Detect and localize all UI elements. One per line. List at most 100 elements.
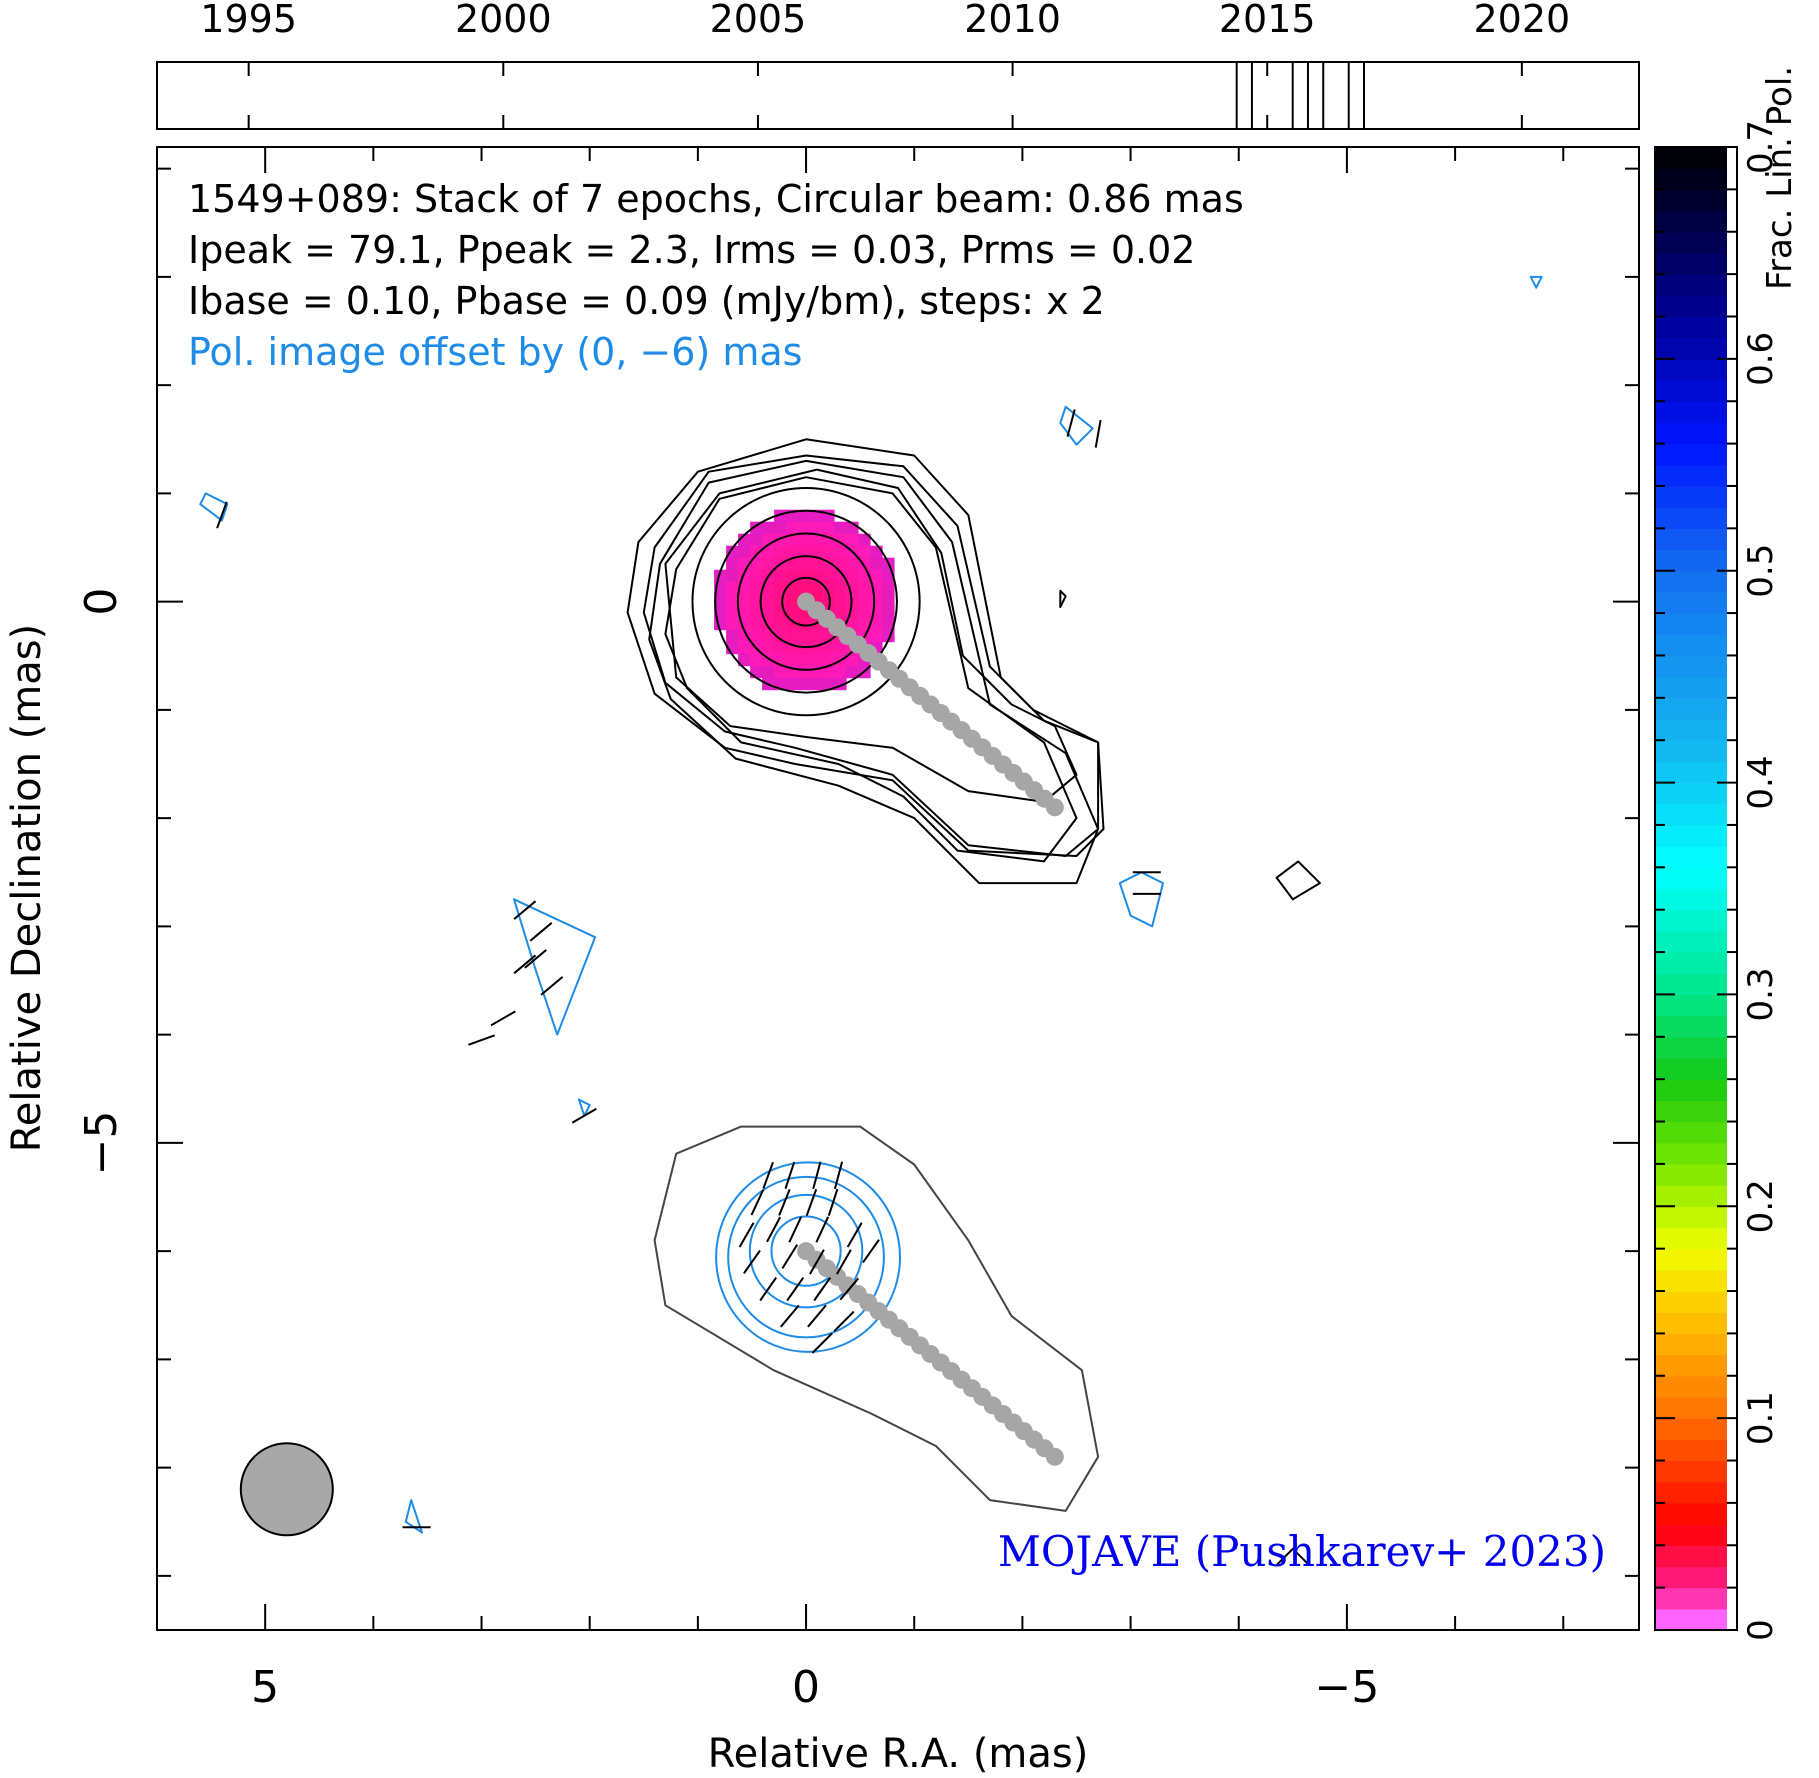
frac-pol-pixel <box>726 605 739 619</box>
x-tick-label: 5 <box>251 1662 279 1713</box>
total-intensity-contour <box>714 509 898 694</box>
frac-pol-pixel <box>786 521 799 535</box>
frac-pol-pixel <box>750 665 763 679</box>
colorbar-band <box>1655 1036 1727 1059</box>
epoch-timeline: 1995 2000 2005 2010 2015 2020 <box>156 0 1640 130</box>
frac-pol-pixel <box>798 677 811 691</box>
frac-pol-pixel <box>726 617 739 631</box>
colorbar-band <box>1655 1375 1727 1398</box>
annotation-line-1: 1549+089: Stack of 7 epochs, Circular be… <box>188 177 1244 221</box>
evpa-vector <box>513 900 537 920</box>
y-tick-label: 0 <box>76 588 127 616</box>
frac-pol-pixel <box>798 617 811 631</box>
frac-pol-pixel <box>858 605 871 619</box>
colorbar-band <box>1655 1291 1727 1313</box>
evpa-vector <box>524 949 547 969</box>
frac-pol-pixel <box>750 569 763 583</box>
colorbar-band <box>1655 952 1727 974</box>
frac-pol-pixel <box>834 665 847 679</box>
frac-pol-pixel <box>822 521 835 535</box>
frac-pol-pixel <box>750 593 763 607</box>
frac-pol-pixel <box>750 545 763 559</box>
frac-pol-pixel <box>822 641 835 655</box>
colorbar-band <box>1655 337 1727 360</box>
colorbar-band <box>1655 1566 1727 1589</box>
frac-pol-pixel <box>714 605 727 619</box>
restoring-beam <box>239 1442 334 1537</box>
frac-pol-pixel <box>786 593 799 607</box>
frac-pol-pixel <box>738 605 751 619</box>
frac-pol-pixel <box>822 653 835 667</box>
evpa-vector <box>833 1161 844 1190</box>
total-intensity-contour <box>642 454 1100 857</box>
frac-pol-pixel <box>762 665 775 679</box>
colorbar-band <box>1655 1100 1727 1123</box>
colorbar-band <box>1655 443 1727 466</box>
evpa-vector <box>750 1189 765 1216</box>
frac-pol-pixel <box>726 593 739 607</box>
frac-pol-pixel <box>846 617 859 631</box>
frac-pol-pixel <box>882 617 895 631</box>
evpa-vector <box>784 1161 796 1190</box>
frac-pol-pixel <box>798 653 811 667</box>
frac-pol-pixel <box>786 545 799 559</box>
frac-pol-pixel <box>774 569 787 583</box>
frac-pol-pixel <box>762 605 775 619</box>
frac-pol-pixel <box>858 593 871 607</box>
timeline-frame <box>156 61 1640 130</box>
frac-pol-pixel <box>774 593 787 607</box>
total-intensity-contour <box>691 486 921 717</box>
colorbar-band <box>1655 464 1727 487</box>
frac-pol-pixel <box>726 557 739 571</box>
colorbar-band <box>1655 1460 1727 1483</box>
frac-pol-pixel <box>810 641 823 655</box>
frac-pol-pixel <box>846 605 859 619</box>
colorbar-band <box>1655 1481 1727 1504</box>
frac-pol-pixel <box>750 521 763 535</box>
pol-contour <box>770 1215 842 1287</box>
evpa-vector <box>811 1332 833 1354</box>
frac-pol-pixel <box>822 569 835 583</box>
frac-pol-pixel <box>762 629 775 643</box>
pol-contour <box>727 1175 885 1339</box>
frac-pol-pixel <box>786 677 799 691</box>
colorbar-band <box>1655 719 1727 741</box>
frac-pol-pixel <box>750 533 763 547</box>
frac-pol-pixel <box>810 509 823 523</box>
frac-pol-pixel <box>786 617 799 631</box>
evpa-vector <box>788 1216 803 1243</box>
colorbar-band <box>1655 697 1727 720</box>
colorbar-band <box>1655 252 1727 275</box>
frac-pol-pixel <box>774 641 787 655</box>
colorbar-band <box>1655 295 1727 318</box>
colorbar-band <box>1655 909 1727 932</box>
evpa-vector <box>827 1188 839 1217</box>
timeline-tick-label: 2005 <box>710 0 807 41</box>
frac-pol-pixel <box>774 581 787 595</box>
colorbar-band <box>1655 1121 1727 1144</box>
frac-pol-pixel <box>870 593 883 607</box>
frac-pol-pixel <box>846 665 859 679</box>
frac-pol-pixel <box>834 581 847 595</box>
frac-pol-pixel <box>858 545 871 559</box>
colorbar-frame <box>1654 146 1738 1631</box>
frac-pol-pixel <box>822 545 835 559</box>
frac-pol-pixel <box>762 641 775 655</box>
evpa-vector <box>833 1310 855 1333</box>
evpa-vector <box>780 1304 800 1328</box>
timeline-tick-label: 1995 <box>200 0 297 41</box>
jet-axis-marker <box>1045 1447 1064 1466</box>
colorbar-band <box>1655 634 1727 657</box>
colorbar-band <box>1655 1608 1727 1631</box>
colorbar-band <box>1655 867 1727 890</box>
evpa-vector <box>862 1239 880 1264</box>
annotation-line-3: Ibase = 0.10, Pbase = 0.09 (mJy/bm), ste… <box>188 279 1105 323</box>
frac-pol-pixel <box>726 581 739 595</box>
frac-pol-pixel <box>738 593 751 607</box>
frac-pol-pixel <box>738 629 751 643</box>
colorbar-band <box>1655 358 1727 381</box>
pol-contour-isolated <box>199 492 229 522</box>
frac-pol-pixel <box>786 581 799 595</box>
frac-pol-pixel <box>714 593 727 607</box>
